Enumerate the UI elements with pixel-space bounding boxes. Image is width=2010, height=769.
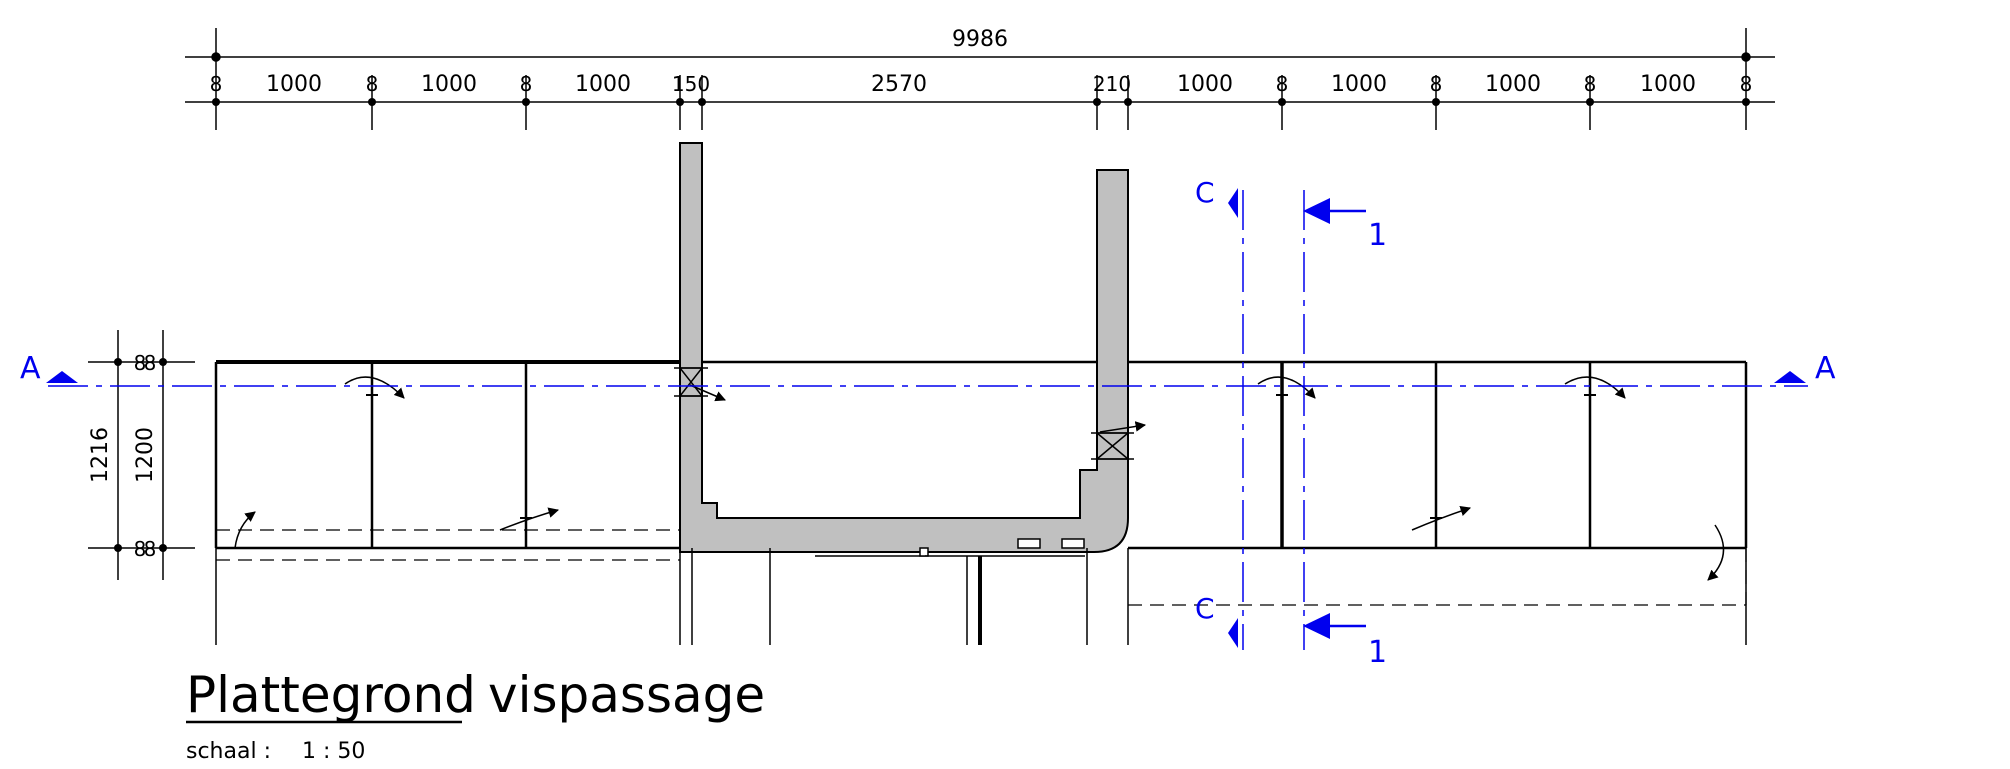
drawing-title-word1: Plattegrond bbox=[186, 666, 476, 724]
section-label-c-bottom: C bbox=[1195, 592, 1215, 625]
segment-label: 8 bbox=[1276, 72, 1289, 96]
segment-label: 8 bbox=[1430, 72, 1443, 96]
small-dim-label: 8 bbox=[144, 351, 157, 375]
small-dim-label: 8 bbox=[134, 537, 147, 561]
left-dimension-chain bbox=[88, 330, 195, 580]
wall-details bbox=[815, 538, 1085, 557]
segment-dimension-chain bbox=[185, 75, 1775, 130]
section-label-a-left: A bbox=[20, 351, 41, 386]
segment-label: 210 bbox=[1093, 72, 1131, 96]
segment-label: 1000 bbox=[421, 72, 477, 97]
lock-gates bbox=[366, 362, 1596, 548]
section-marker-1-top bbox=[1303, 198, 1330, 224]
segment-label: 8 bbox=[210, 72, 223, 96]
segment-label: 1000 bbox=[1485, 72, 1541, 97]
section-marker-a-right bbox=[1774, 371, 1806, 383]
section-marker-c-top bbox=[1228, 188, 1238, 218]
passage-outline bbox=[214, 360, 1748, 550]
drawing-title-word2: vispassage bbox=[488, 666, 765, 724]
segment-label: 1000 bbox=[1177, 72, 1233, 97]
section-label-a-right: A bbox=[1815, 351, 1836, 386]
section-label-c-top: C bbox=[1195, 176, 1215, 209]
segment-label: 8 bbox=[1584, 72, 1597, 96]
scale-value: 1 : 50 bbox=[302, 739, 365, 764]
segment-label: 8 bbox=[520, 72, 533, 96]
segment-label: 1000 bbox=[266, 72, 322, 97]
section-line-1 bbox=[1303, 190, 1366, 650]
scale-label: schaal : bbox=[186, 739, 271, 764]
valve-symbols bbox=[674, 367, 1134, 460]
section-label-1-top: 1 bbox=[1368, 218, 1387, 253]
segment-label: 1000 bbox=[575, 72, 631, 97]
segment-label: 1000 bbox=[1331, 72, 1387, 97]
section-marker-a-left bbox=[46, 371, 78, 383]
section-marker-1-bottom bbox=[1303, 613, 1330, 639]
section-marker-c-bottom bbox=[1228, 618, 1238, 648]
small-dim-label: 8 bbox=[144, 537, 157, 561]
segment-label: 150 bbox=[672, 72, 710, 96]
gate-swing-arrows bbox=[234, 376, 1725, 581]
segment-label: 8 bbox=[1740, 72, 1753, 96]
segment-label: 1000 bbox=[1640, 72, 1696, 97]
vertical-outer-dim-label: 1216 bbox=[88, 427, 113, 483]
small-dim-label: 8 bbox=[134, 351, 147, 375]
concrete-wall bbox=[679, 142, 1129, 553]
section-line-c bbox=[1228, 188, 1244, 650]
segment-label: 8 bbox=[366, 72, 379, 96]
segment-label: 2570 bbox=[871, 72, 927, 97]
overall-dimension-chain bbox=[185, 28, 1775, 75]
section-line-a bbox=[46, 371, 1808, 387]
vertical-inner-dim-label: 1200 bbox=[133, 427, 158, 483]
overall-dimension-label: 9986 bbox=[952, 27, 1008, 52]
segment-dimension-labels: 8 1000 8 1000 8 1000 150 2570 210 1000 8… bbox=[210, 72, 1753, 97]
section-label-1-bottom: 1 bbox=[1368, 635, 1387, 670]
lower-verticals bbox=[215, 548, 1747, 645]
